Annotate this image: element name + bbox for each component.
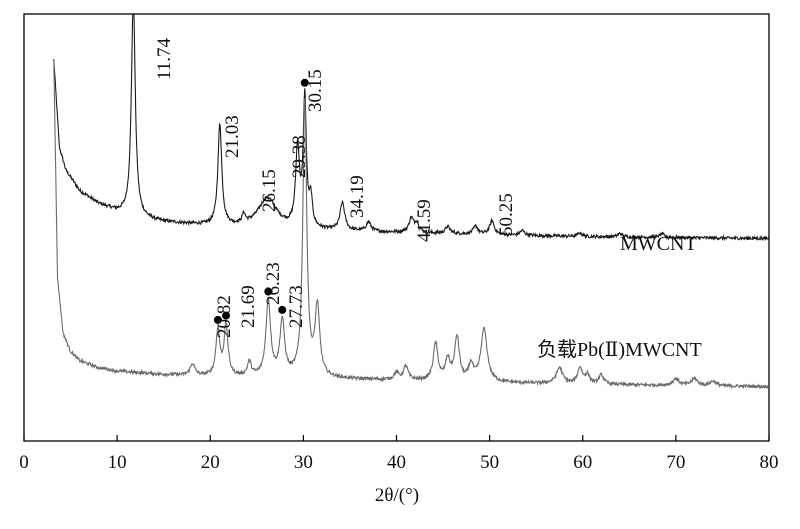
series-label-mwcnt: MWCNT: [620, 233, 697, 255]
series-line-mwcnt: [53, 14, 769, 242]
peak-label-21-03: 21.03: [222, 115, 243, 158]
peak-label-50-25: 50.25: [496, 193, 517, 236]
peak-label-21-69: 21.69: [238, 285, 259, 328]
x-tick-label-70: 70: [666, 452, 685, 473]
peak-label-41-59: 41.59: [414, 199, 435, 242]
peak-marker-26-23: [264, 287, 273, 296]
peak-label-26-15: 26.15: [259, 169, 280, 212]
x-tick-label-40: 40: [387, 452, 406, 473]
peak-label-11-74: 11.74: [154, 37, 175, 80]
peak-label-20-82: 20.82: [214, 295, 235, 338]
plot-frame: [23, 13, 770, 442]
x-tick-label-30: 30: [294, 452, 313, 473]
peak-label-34-19: 34.19: [347, 175, 368, 218]
peak-marker-20-82: [213, 315, 222, 324]
peak-marker-21-69: [221, 311, 230, 320]
x-tick-label-10: 10: [108, 452, 127, 473]
x-tick-label-20: 20: [201, 452, 220, 473]
x-axis-title: 2θ/(°): [375, 485, 419, 506]
peak-label-26-23: 26.23: [263, 262, 284, 305]
x-axis: 0 10 20 30 40 50 60 70 80: [19, 435, 779, 473]
peak-marker-27-73: [278, 305, 287, 314]
x-tick-label-60: 60: [573, 452, 592, 473]
peak-label-30-15: 30.15: [305, 69, 326, 112]
x-tick-label-0: 0: [19, 452, 29, 473]
peak-label-27-73: 27.73: [286, 285, 307, 328]
peak-label-29-38: 29.38: [289, 135, 310, 178]
x-tick-label-80: 80: [760, 452, 779, 473]
series-label-loaded: 负载Pb(Ⅱ)MWCNT: [537, 338, 702, 361]
traces: [53, 14, 769, 390]
x-tick-label-50: 50: [480, 452, 499, 473]
peak-markers: [213, 78, 309, 324]
series-line-loaded: [53, 60, 769, 390]
peak-marker-30-15: [300, 78, 309, 87]
